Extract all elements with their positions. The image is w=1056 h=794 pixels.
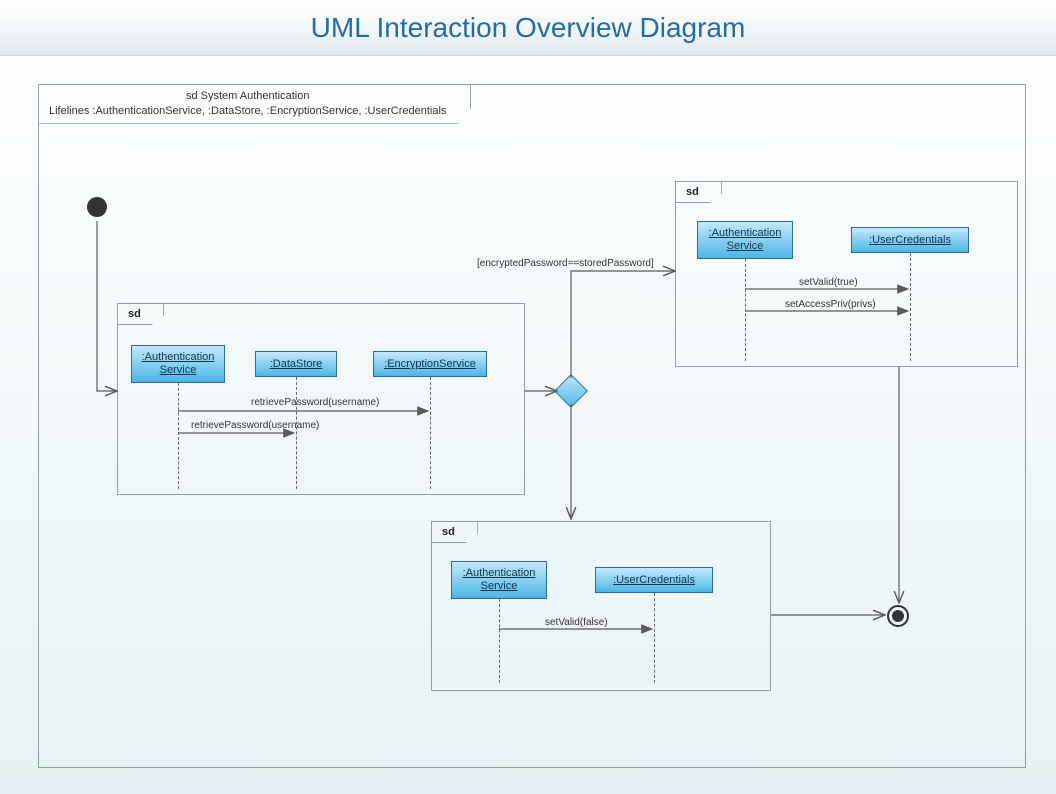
decision-node [554, 374, 588, 408]
sd1-msg1-label: retrievePassword(username) [251, 397, 379, 408]
sd-frame-3: sd [431, 521, 771, 691]
sd2-obj-usercred: :UserCredentials [851, 227, 969, 253]
sd1-lifeline-2 [296, 377, 297, 489]
sd-frame-2: sd [675, 181, 1018, 367]
sd-tag-1: sd [118, 304, 164, 325]
page-title: UML Interaction Overview Diagram [0, 0, 1056, 56]
title-banner: UML Interaction Overview Diagram [0, 0, 1056, 56]
sd-tag-3: sd [432, 522, 478, 543]
outer-frame-label: sd System Authentication Lifelines :Auth… [39, 85, 471, 124]
sd1-obj-authservice: :Authentication Service [131, 345, 225, 383]
initial-node [87, 197, 107, 217]
sd3-lifeline-2 [654, 593, 655, 683]
sd1-obj-encryption: :EncryptionService [373, 351, 487, 377]
sd1-obj-datastore: :DataStore [255, 351, 337, 377]
sd2-msg1-label: setValid(true) [799, 277, 858, 288]
sd2-lifeline-1 [745, 259, 746, 361]
sd3-obj-usercred: :UserCredentials [595, 567, 713, 593]
sd2-msg2-label: setAccessPriv(privs) [785, 299, 876, 310]
guard-condition: [encryptedPassword==storedPassword] [477, 258, 654, 269]
sd-tag-2: sd [676, 182, 722, 203]
sd1-msg2-label: retrievePassword(username) [191, 420, 319, 431]
sd2-lifeline-2 [910, 253, 911, 361]
sd3-obj-authservice: :Authentication Service [451, 561, 547, 599]
sd1-lifeline-3 [430, 377, 431, 489]
outer-frame-label-line1: sd System Authentication [49, 89, 446, 104]
sd1-lifeline-1 [178, 383, 179, 489]
sd3-lifeline-1 [499, 599, 500, 683]
outer-frame-label-line2: Lifelines :AuthenticationService, :DataS… [49, 104, 446, 119]
outer-frame: sd System Authentication Lifelines :Auth… [38, 84, 1026, 768]
sd2-obj-authservice: :Authentication Service [697, 221, 793, 259]
final-node [887, 605, 909, 627]
sd3-msg1-label: setValid(false) [545, 617, 608, 628]
